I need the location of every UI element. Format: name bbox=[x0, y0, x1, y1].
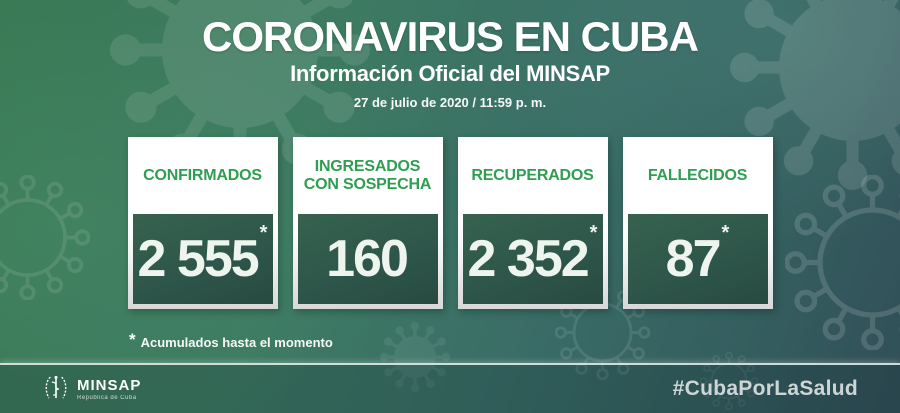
stat-label-area: RECUPERADOS bbox=[458, 137, 608, 214]
asterisk-marker: * bbox=[589, 222, 598, 244]
hashtag-cubaporlasalud: #CubaPorLaSalud bbox=[672, 377, 858, 400]
page-subtitle: Información Oficial del MINSAP bbox=[290, 61, 610, 86]
stat-number: 160 bbox=[326, 230, 409, 288]
stat-card-ingresados: INGRESADOS CON SOSPECHA 160 bbox=[292, 137, 443, 309]
report-datetime: 27 de julio de 2020 / 11:59 p. m. bbox=[353, 95, 547, 110]
page-title: CORONAVIRUS EN CUBA bbox=[202, 13, 699, 60]
footer-bar: MINSAP República de Cuba #CubaPorLaSalud bbox=[0, 363, 900, 413]
minsap-logo-texts: MINSAP República de Cuba bbox=[77, 378, 141, 401]
stat-card-confirmados: CONFIRMADOS 2 555 * bbox=[127, 137, 278, 309]
stat-card-fallecidos: FALLECIDOS 87 * bbox=[622, 137, 773, 309]
footnote: * Acumulados hasta el momento bbox=[129, 331, 333, 350]
header: CORONAVIRUS EN CUBA Información Oficial … bbox=[0, 13, 900, 111]
stat-label-area: FALLECIDOS bbox=[623, 137, 773, 214]
stat-number: 2 352 bbox=[467, 230, 590, 288]
minsap-logo-subtext: República de Cuba bbox=[77, 394, 137, 401]
stat-label: RECUPERADOS bbox=[471, 166, 594, 184]
minsap-emblem-icon bbox=[45, 375, 67, 399]
asterisk-marker: * bbox=[721, 222, 730, 244]
asterisk-marker: * bbox=[259, 222, 268, 244]
stat-value: 2 352 * bbox=[467, 223, 598, 288]
stat-value-box: 160 bbox=[297, 214, 438, 304]
stat-label-area: INGRESADOS CON SOSPECHA bbox=[293, 137, 443, 214]
stat-value: 87 * bbox=[665, 223, 730, 288]
stat-label: INGRESADOS CON SOSPECHA bbox=[303, 157, 432, 193]
stat-value-box: 87 * bbox=[627, 214, 768, 304]
footnote-text: Acumulados hasta el momento bbox=[140, 335, 333, 350]
stat-number: 2 555 bbox=[137, 230, 260, 288]
minsap-logo-name: MINSAP bbox=[77, 376, 142, 394]
stats-row: CONFIRMADOS 2 555 * INGRESADOS CON SOSPEC… bbox=[0, 137, 900, 309]
stat-value: 2 555 * bbox=[137, 223, 268, 288]
footnote-asterisk: * bbox=[129, 330, 136, 349]
stat-value-box: 2 555 * bbox=[132, 214, 273, 304]
stat-label: CONFIRMADOS bbox=[143, 166, 262, 184]
stat-label: FALLECIDOS bbox=[647, 166, 748, 184]
stat-card-recuperados: RECUPERADOS 2 352 * bbox=[457, 137, 608, 309]
stat-number: 87 bbox=[665, 230, 722, 288]
stat-value-box: 2 352 * bbox=[462, 214, 603, 304]
stat-value: 160 bbox=[326, 233, 409, 285]
minsap-logo: MINSAP República de Cuba bbox=[42, 374, 141, 404]
stat-label-area: CONFIRMADOS bbox=[128, 137, 278, 214]
